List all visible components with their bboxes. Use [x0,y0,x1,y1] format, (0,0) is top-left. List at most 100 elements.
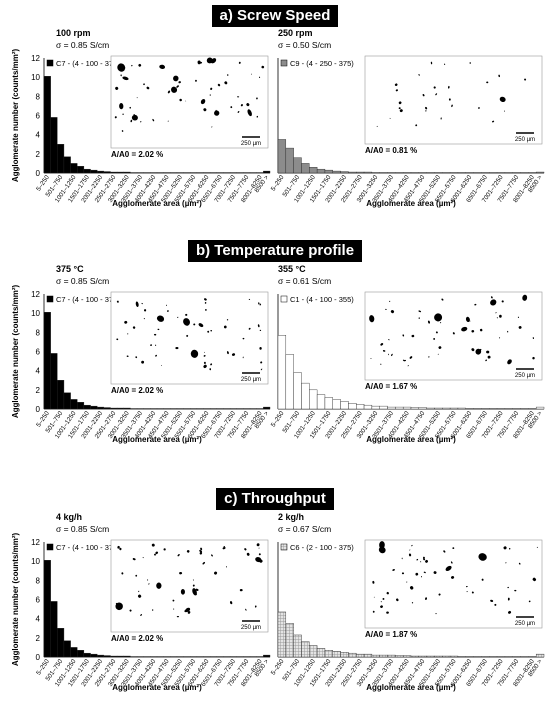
agglomerate-particle [131,64,133,67]
bar [83,404,91,410]
bar [356,171,365,174]
agglomerate-particle [195,588,199,591]
agglomerate-particle [434,313,443,322]
agglomerate-particle [138,590,140,593]
bar [395,406,404,410]
agglomerate-particle [186,334,189,337]
agglomerate-particle [518,326,522,329]
agglomerate-particle [200,98,206,105]
agglomerate-particle [215,109,217,112]
agglomerate-particle [495,312,497,314]
y-tick-label: 2 [36,150,41,159]
agglomerate-particle [259,329,262,331]
bar [123,655,131,658]
agglomerate-particle [503,546,507,550]
agglomerate-particle [173,75,179,82]
agglomerate-particle [388,339,390,341]
scale-bar-label: 250 µm [241,377,261,383]
agglomerate-particle [197,60,201,65]
agglomerate-particle [435,93,438,96]
agglomerate-particle [260,361,263,364]
y-tick-label: 8 [36,328,41,337]
agglomerate-particle [141,360,145,364]
agglomerate-particle [204,302,207,304]
agglomerate-particle [122,76,129,81]
micrograph-inset [364,55,543,145]
agglomerate-particle [140,121,142,123]
agglomerate-particle [224,81,228,85]
bar [340,171,349,174]
agglomerate-particle [138,63,142,67]
bar [301,163,310,174]
agglomerate-particle [469,62,471,64]
agglomerate-particle [499,337,501,339]
agglomerate-particle [190,349,199,358]
agglomerate-particle [248,298,251,300]
agglomerate-particle [178,81,181,84]
agglomerate-particle [155,354,157,357]
bar [316,648,326,658]
agglomerate-particle [140,614,142,617]
x-axis-label: Agglomerate area (µm²) [112,435,202,444]
agglomerate-particle [494,603,497,606]
bar [356,653,365,658]
agglomerate-particle [226,74,229,76]
bar [301,382,310,410]
agglomerate-particle [425,597,428,600]
agglomerate-particle [532,337,535,340]
agglomerate-particle [209,94,211,96]
agglomerate-particle [411,334,415,338]
agglomerate-particle [435,613,437,615]
agglomerate-particle [536,546,538,548]
bar [363,653,373,658]
agglomerate-particle [433,86,436,89]
agglomerate-particle [425,559,428,563]
bar [535,653,545,658]
bar [309,167,318,174]
agglomerate-particle [223,546,226,548]
bar [77,402,85,410]
legend-swatch [280,543,288,551]
agglomerate-particle [407,365,409,367]
agglomerate-particle [499,314,502,318]
area-ratio-label: A/A0 = 0.81 % [365,146,417,155]
bar [293,157,302,174]
bar [63,156,71,174]
bar [103,655,111,658]
agglomerate-particle [445,565,452,572]
bar [442,655,451,658]
agglomerate-particle [172,599,175,602]
chart-svg: 0 2 4 6 8 10 12 Agglomerate number (counts/mm²)… [11,284,270,444]
bar [77,650,85,658]
bar [309,645,318,658]
agglomerate-particle [501,300,504,303]
bar [57,380,65,410]
agglomerate-particle [430,61,433,65]
bar [348,403,357,410]
agglomerate-particle [179,98,182,102]
agglomerate-particle [444,63,446,65]
y-tick-label: 0 [36,653,41,662]
area-ratio-label: A/A0 = 2.02 % [111,150,163,159]
bar [116,407,124,410]
y-tick-label: 6 [36,596,41,605]
agglomerate-particle [402,359,405,362]
bar [324,650,333,658]
agglomerate-particle [135,301,139,307]
agglomerate-particle [398,107,401,110]
agglomerate-particle [448,98,451,101]
agglomerate-particle [517,316,520,318]
agglomerate-particle [256,97,258,100]
bar [410,655,420,658]
agglomerate-particle [258,547,260,549]
agglomerate-particle [258,302,260,305]
agglomerate-particle [161,365,163,366]
agglomerate-particle [532,577,537,582]
agglomerate-particle [486,350,490,354]
agglomerate-particle [379,541,385,549]
agglomerate-particle [121,572,124,575]
agglomerate-particle [440,117,442,120]
agglomerate-particle [471,591,474,594]
y-tick-label: 4 [36,615,41,624]
agglomerate-particle [255,557,262,563]
